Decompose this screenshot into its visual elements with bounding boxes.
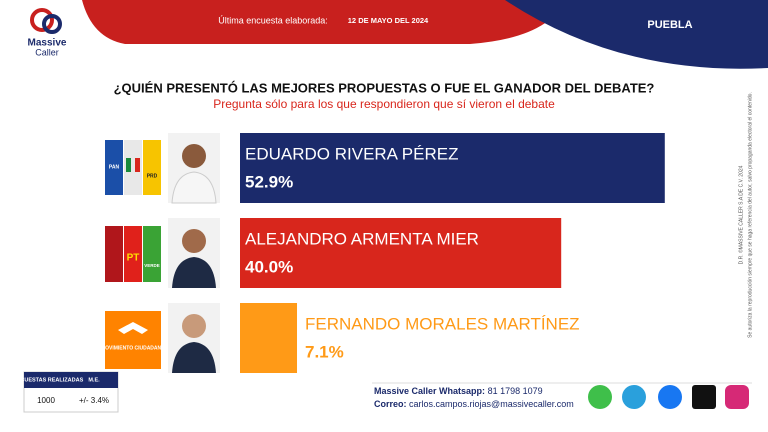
candidate-name: EDUARDO RIVERA PÉREZ <box>245 144 459 163</box>
party-pri <box>126 158 131 172</box>
telegram-icon[interactable] <box>622 385 646 409</box>
x-icon[interactable] <box>692 385 716 409</box>
table-header-cell: ENCUESTAS REALIZADAS <box>13 377 84 383</box>
value-label: 52.9% <box>245 172 293 191</box>
bar <box>240 303 298 373</box>
stats-table: ENCUESTAS REALIZADAS M.E. 1000 +/- 3.4% <box>13 371 119 413</box>
party-logos: PAN PRD PT VERDE MOVIMIENTO CIUDADANO <box>101 140 165 369</box>
bar <box>240 133 665 203</box>
logo-text: Massive <box>28 38 67 49</box>
mc-eagle <box>118 322 148 334</box>
photo-body <box>172 257 216 288</box>
candidate-name: FERNANDO MORALES MARTÍNEZ <box>305 314 580 333</box>
photo-head <box>182 314 206 338</box>
header-red <box>82 0 565 44</box>
facebook-icon[interactable] <box>658 385 682 409</box>
table-cell: +/- 3.4% <box>79 396 109 405</box>
contact-value: 81 1798 1079 <box>488 386 543 396</box>
photo-body <box>172 342 216 373</box>
value-label: 40.0% <box>245 257 293 276</box>
value-label: 7.1% <box>305 342 344 361</box>
poll-label: Última encuesta elaborada: <box>218 15 328 25</box>
party-pan <box>105 140 123 195</box>
party-label: VERDE <box>144 263 160 268</box>
table-cell: 1000 <box>37 396 55 405</box>
photo-head <box>182 144 206 168</box>
contact-value: carlos.campos.riojas@massivecaller.com <box>409 399 574 409</box>
bars: EDUARDO RIVERA PÉREZ 52.9% ALEJANDRO ARMEN… <box>240 133 665 373</box>
party-label: MOVIMIENTO CIUDADANO <box>101 345 165 351</box>
chart-title: ¿QUIÉN PRESENTÓ LAS MEJORES PROPUESTAS O… <box>114 80 655 95</box>
whatsapp-icon[interactable] <box>588 385 612 409</box>
party-pri <box>135 158 140 172</box>
social-icons <box>588 385 749 409</box>
party-verde <box>143 226 161 282</box>
party-pri <box>124 140 142 195</box>
header-navy <box>505 0 768 69</box>
legal-text: D.R. ©MASSIVE CALLER S.A DE C.V. 2024 <box>737 165 744 264</box>
chart-subtitle: Pregunta sólo para los que respondieron … <box>213 97 555 111</box>
contact-email: Correo: carlos.campos.riojas@massivecall… <box>374 399 574 409</box>
state: PUEBLA <box>647 19 692 31</box>
photo-head <box>182 229 206 253</box>
logo: Massive Caller <box>28 8 67 57</box>
legal-text: Se autoriza la reproducción siempre que … <box>747 92 753 338</box>
candidate-name: ALEJANDRO ARMENTA MIER <box>245 229 479 248</box>
contact-label: Correo: <box>374 399 407 409</box>
contact-whatsapp: Massive Caller Whatsapp: 81 1798 1079 <box>374 386 543 396</box>
table-header <box>24 372 118 388</box>
party-pt <box>124 226 142 282</box>
bar <box>240 218 562 288</box>
logo-ring <box>30 8 54 32</box>
party-morena <box>105 226 123 282</box>
logo-text: Caller <box>35 47 59 57</box>
party-label: PT <box>127 253 140 264</box>
party-label: PAN <box>109 164 120 170</box>
photos <box>168 133 220 373</box>
contact-label: Massive Caller Whatsapp: <box>374 386 485 396</box>
party-prd <box>143 140 161 195</box>
instagram-icon[interactable] <box>725 385 749 409</box>
party-mc <box>105 311 161 369</box>
photo-body <box>171 171 217 204</box>
table-header-cell: M.E. <box>88 377 100 383</box>
poll-date: 12 DE MAYO DEL 2024 <box>348 16 429 25</box>
party-label: PRD <box>147 173 158 179</box>
logo-ring <box>42 14 62 34</box>
